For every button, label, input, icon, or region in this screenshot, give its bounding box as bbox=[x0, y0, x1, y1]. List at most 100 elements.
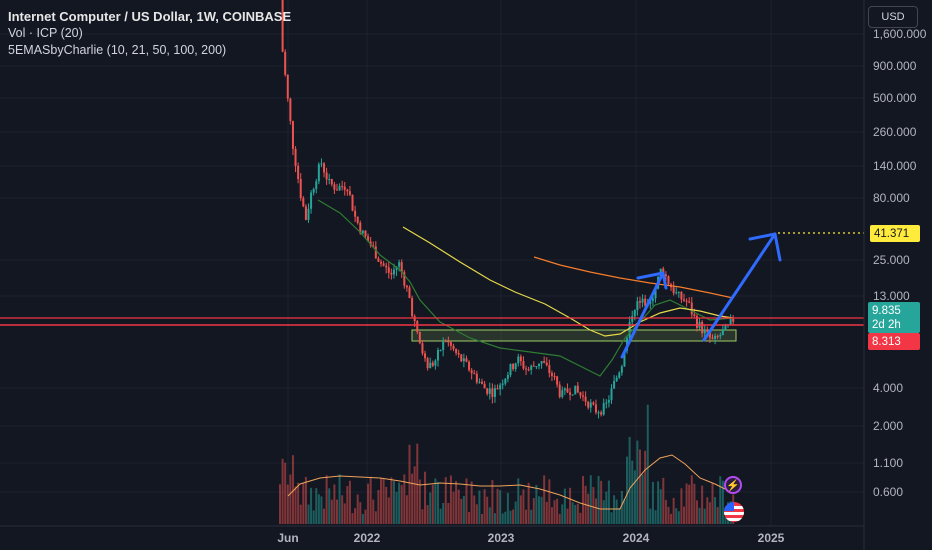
volume-bar bbox=[338, 474, 341, 524]
volume-bar bbox=[434, 478, 437, 524]
candle bbox=[455, 348, 458, 356]
currency-button[interactable]: USD bbox=[868, 6, 918, 28]
flash-icon[interactable]: ⚡ bbox=[724, 476, 742, 494]
candle-body bbox=[310, 192, 313, 209]
candle-body bbox=[561, 390, 564, 397]
volume-bar bbox=[556, 498, 559, 524]
candle-body bbox=[411, 298, 414, 317]
candle-body bbox=[597, 412, 600, 414]
candle bbox=[390, 268, 393, 280]
us-flag-icon[interactable] bbox=[724, 502, 744, 522]
candle bbox=[442, 337, 445, 357]
candle bbox=[563, 387, 566, 395]
volume-bar bbox=[478, 490, 481, 524]
volume-bar bbox=[535, 485, 538, 524]
candle-body bbox=[504, 378, 507, 384]
volume-bar bbox=[597, 476, 600, 524]
candle-body bbox=[354, 210, 357, 217]
volume-bar bbox=[310, 487, 313, 524]
candle-body bbox=[638, 301, 641, 303]
volume-bar bbox=[291, 455, 294, 524]
projection-arrows bbox=[620, 232, 782, 359]
candle-body bbox=[416, 321, 419, 333]
volume-bar bbox=[312, 510, 315, 524]
volume-ma-line bbox=[287, 454, 734, 510]
volume-bar bbox=[649, 508, 652, 524]
volume-bar bbox=[328, 488, 331, 524]
candle bbox=[597, 410, 600, 419]
price-tick-label: 1.100 bbox=[873, 456, 903, 470]
candle-body bbox=[338, 186, 341, 191]
candle-body bbox=[385, 265, 388, 268]
volume-bar bbox=[400, 485, 403, 524]
candle-body bbox=[706, 329, 709, 332]
candle-body bbox=[675, 292, 678, 294]
volume-bar bbox=[677, 511, 680, 524]
volume-bar bbox=[392, 480, 395, 524]
candle-body bbox=[537, 363, 540, 367]
volume-bar bbox=[636, 440, 639, 524]
candle-body bbox=[390, 272, 393, 275]
candle bbox=[328, 173, 331, 185]
volume-bar bbox=[618, 508, 621, 524]
volume-bar bbox=[390, 477, 393, 524]
volume-bar bbox=[315, 488, 318, 524]
candle bbox=[354, 205, 357, 223]
volume-bar bbox=[405, 495, 408, 524]
candle bbox=[714, 333, 717, 345]
candle-body bbox=[506, 375, 509, 379]
candle bbox=[297, 162, 300, 184]
volume-bar bbox=[654, 510, 657, 524]
volume-bar bbox=[341, 495, 344, 524]
indicator-legend[interactable]: 5EMASbyCharlie (10, 21, 50, 100, 200) bbox=[8, 43, 227, 57]
candle bbox=[436, 347, 439, 367]
candle bbox=[408, 285, 411, 299]
candle bbox=[343, 181, 346, 196]
candle-body bbox=[488, 388, 491, 394]
volume-bar bbox=[486, 496, 489, 524]
candle-body bbox=[553, 375, 556, 377]
candle-body bbox=[424, 353, 427, 359]
candle bbox=[600, 410, 603, 417]
candle-body bbox=[341, 186, 344, 188]
volume-bar bbox=[626, 456, 629, 524]
volume-bar bbox=[452, 491, 455, 524]
candle bbox=[403, 269, 406, 289]
candle-body bbox=[457, 353, 460, 355]
candle bbox=[286, 74, 289, 102]
candle bbox=[486, 387, 489, 396]
candle-body bbox=[587, 401, 590, 408]
candle-body bbox=[584, 396, 587, 402]
candle bbox=[434, 359, 437, 370]
candle-body bbox=[431, 362, 434, 366]
volume-bar bbox=[716, 507, 719, 524]
volume-bar bbox=[670, 513, 673, 524]
candle-body bbox=[729, 318, 732, 325]
candle-body bbox=[532, 365, 535, 367]
volume-bar bbox=[638, 449, 641, 524]
candle-body bbox=[317, 164, 320, 182]
volume-bar bbox=[527, 482, 530, 524]
candle bbox=[470, 368, 473, 380]
candle bbox=[385, 262, 388, 274]
volume-bar bbox=[413, 466, 416, 524]
candle bbox=[732, 315, 735, 326]
candle-body bbox=[348, 191, 351, 195]
candle bbox=[537, 363, 540, 370]
candle bbox=[304, 204, 307, 221]
volume-bar bbox=[491, 480, 494, 524]
candle bbox=[429, 357, 432, 369]
volume-legend[interactable]: Vol · ICP (20) bbox=[8, 26, 83, 40]
candle-body bbox=[517, 356, 520, 364]
candle-body bbox=[501, 383, 504, 385]
volume-bar bbox=[421, 509, 424, 524]
candle-body bbox=[335, 189, 338, 191]
candle-body bbox=[509, 363, 512, 376]
candle-body bbox=[545, 362, 548, 366]
candle-body bbox=[351, 194, 354, 211]
candle-body bbox=[491, 388, 494, 397]
candle-body bbox=[460, 354, 463, 362]
candle-body bbox=[592, 402, 595, 405]
candle-body bbox=[693, 314, 696, 317]
